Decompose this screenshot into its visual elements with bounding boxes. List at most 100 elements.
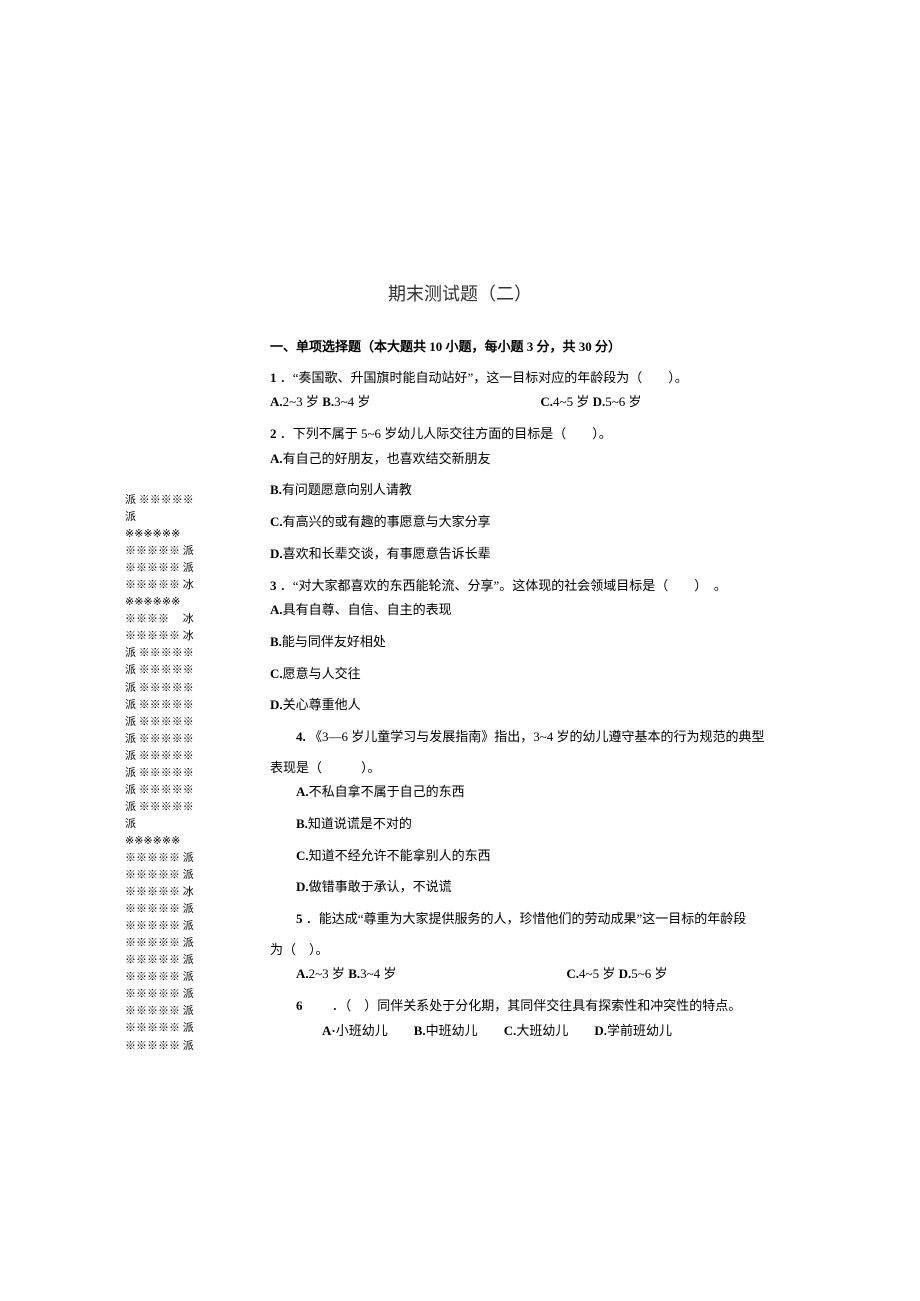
decorative-line: ※※※※※ 派	[125, 935, 235, 952]
option-line: B.有问题愿意向别人请教	[270, 478, 830, 503]
question-text: 6 ．（ ）同伴关系处于分化期，其同伴交往具有探索性和冲突性的特点。	[270, 994, 830, 1019]
decorative-line: 派 ※※※※※	[125, 680, 235, 697]
option-text: 有自己的好朋友，也喜欢结交新朋友	[283, 451, 491, 466]
option-label: D.	[619, 966, 632, 981]
decorative-line: 派	[125, 509, 235, 526]
decorative-line: ※※※※※※	[125, 594, 235, 611]
main-content: 一、单项选择题（本大题共 10 小题，每小题 3 分，共 30 分） 1 ．“奏…	[270, 335, 830, 1051]
option-text: 关心尊重他人	[283, 697, 361, 712]
option-label: A.	[270, 602, 283, 617]
decorative-line: ※※※※※ 派	[125, 918, 235, 935]
decorative-line: 派 ※※※※※	[125, 492, 235, 509]
question-text: 5 ．能达成“尊重为大家提供服务的人，珍惜他们的劳动成果”这一目标的年龄段	[270, 907, 830, 932]
question-number: 4.	[296, 729, 306, 744]
option-line: A.2~3 岁 B.3~4 岁C.4~5 岁 D.5~6 岁	[270, 962, 830, 987]
decorative-line: 派 ※※※※※	[125, 714, 235, 731]
option-line: A·小班幼儿 B.中班幼儿 C.大班幼儿 D.学前班幼儿	[270, 1019, 830, 1044]
option-line: A.2~3 岁 B.3~4 岁C.4~5 岁 D.5~6 岁	[270, 390, 830, 415]
question-block: 5 ．能达成“尊重为大家提供服务的人，珍惜他们的劳动成果”这一目标的年龄段	[270, 907, 830, 932]
decorative-line: ※※※※※ 派	[125, 850, 235, 867]
question-text-content: ．“对大家都喜欢的东西能轮流、分享”。这体现的社会领域目标是（ ） 。	[277, 578, 727, 593]
option-label: C.	[504, 1023, 517, 1038]
decorative-line: ※※※※※ 派	[125, 901, 235, 918]
question-block: 3 ．“对大家都喜欢的东西能轮流、分享”。这体现的社会领域目标是（ ） 。A.具…	[270, 574, 830, 718]
option-text: 3~4 岁	[334, 394, 370, 409]
option-text: 有高兴的或有趣的事愿意与大家分享	[283, 514, 491, 529]
decorative-line: ※※※※※ 派	[125, 543, 235, 560]
decorative-line: ※※※※※ 派	[125, 560, 235, 577]
section-heading: 一、单项选择题（本大题共 10 小题，每小题 3 分，共 30 分）	[270, 335, 830, 360]
question-continuation: 表现是（ ）。	[270, 756, 830, 781]
option-line: A.有自己的好朋友，也喜欢结交新朋友	[270, 447, 830, 472]
decorative-line: 派 ※※※※※	[125, 731, 235, 748]
option-label: A·	[322, 1023, 336, 1038]
decorative-line: ※※※※※ 派	[125, 969, 235, 986]
decorative-line: ※※※※※ 冰	[125, 884, 235, 901]
question-text: 1 ．“奏国歌、升国旗时能自动站好”，这一目标对应的年龄段为（ ）。	[270, 366, 830, 391]
decorative-line: 派 ※※※※※	[125, 799, 235, 816]
option-label: C.	[296, 848, 309, 863]
option-text: 知道不经允许不能拿别人的东西	[309, 848, 491, 863]
option-text: 喜欢和长辈交谈，有事愿意告诉长辈	[283, 546, 491, 561]
option-line: B.知道说谎是不对的	[270, 812, 830, 837]
questions-container: 1 ．“奏国歌、升国旗时能自动站好”，这一目标对应的年龄段为（ ）。A.2~3 …	[270, 366, 830, 1044]
decorative-line: 派 ※※※※※	[125, 662, 235, 679]
option-text: 能与同伴友好相处	[282, 634, 386, 649]
decorative-line: ※※※※※ 冰	[125, 577, 235, 594]
option-line: C.有高兴的或有趣的事愿意与大家分享	[270, 510, 830, 535]
decorative-line: 派	[125, 816, 235, 833]
option-label: A.	[296, 966, 309, 981]
question-number: 6	[296, 998, 329, 1013]
option-text: 中班幼儿	[426, 1023, 504, 1038]
decorative-line: ※※※※※ 派	[125, 952, 235, 969]
question-cont-wrap: 表现是（ ）。A.不私自拿不属于自己的东西 B.知道说谎是不对的 C.知道不经允许不…	[270, 756, 830, 900]
option-line: C.愿意与人交往	[270, 662, 830, 687]
option-label: B.	[348, 966, 360, 981]
decorative-line: ※※※※※ 派	[125, 1038, 235, 1055]
decorative-line: 派 ※※※※※	[125, 748, 235, 765]
option-text: 5~6 岁	[631, 966, 667, 981]
option-text: 2~3 岁	[283, 394, 323, 409]
decorative-margin: 派 ※※※※※派※※※※※※※※※※※ 派※※※※※ 派※※※※※ 冰※※※※※…	[125, 492, 235, 1055]
decorative-line: 派 ※※※※※	[125, 782, 235, 799]
option-label: C.	[540, 394, 553, 409]
option-label: B.	[322, 394, 334, 409]
option-label: D.	[296, 879, 309, 894]
decorative-line: ※※※※※ 派	[125, 1003, 235, 1020]
option-label: B.	[296, 816, 308, 831]
decorative-line: ※※※※※ 冰	[125, 628, 235, 645]
option-label: A.	[270, 451, 283, 466]
option-text: 大班幼儿	[516, 1023, 594, 1038]
option-text: 具有自尊、自信、自主的表现	[283, 602, 452, 617]
option-text: 2~3 岁	[309, 966, 349, 981]
option-text: 4~5 岁	[553, 394, 593, 409]
question-text-content: 《3—6 岁儿童学习与发展指南》指出，3~4 岁的幼儿遵守基本的行为规范的典型	[306, 729, 765, 744]
option-label: C.	[270, 514, 283, 529]
option-text: 愿意与人交往	[283, 666, 361, 681]
option-label: B.	[270, 634, 282, 649]
option-label: B.	[270, 482, 282, 497]
question-text-content: ．“奏国歌、升国旗时能自动站好”，这一目标对应的年龄段为（ ）。	[277, 370, 688, 385]
option-text: 做错事敢于承认，不说谎	[309, 879, 452, 894]
option-text: 不私自拿不属于自己的东西	[309, 784, 465, 799]
option-text: 3~4 岁	[360, 966, 396, 981]
decorative-line: ※※※※※※	[125, 526, 235, 543]
option-label: A.	[270, 394, 283, 409]
option-line: A.具有自尊、自信、自主的表现	[270, 598, 830, 623]
option-label: D.	[594, 1023, 607, 1038]
option-line: A.不私自拿不属于自己的东西	[270, 780, 830, 805]
question-cont-wrap: 为（ ）。A.2~3 岁 B.3~4 岁C.4~5 岁 D.5~6 岁	[270, 938, 830, 987]
option-line: B.能与同伴友好相处	[270, 630, 830, 655]
option-label: C.	[270, 666, 283, 681]
decorative-line: ※※※※※ 派	[125, 986, 235, 1003]
question-text-content: ．能达成“尊重为大家提供服务的人，珍惜他们的劳动成果”这一目标的年龄段	[303, 911, 747, 926]
option-text: 4~5 岁	[579, 966, 619, 981]
question-continuation: 为（ ）。	[270, 938, 830, 963]
page-title: 期末测试题（二）	[0, 280, 920, 306]
option-line: D.做错事敢于承认，不说谎	[270, 875, 830, 900]
question-text: 3 ．“对大家都喜欢的东西能轮流、分享”。这体现的社会领域目标是（ ） 。	[270, 574, 830, 599]
option-label: D.	[270, 697, 283, 712]
option-line: C.知道不经允许不能拿别人的东西	[270, 844, 830, 869]
question-block: 4. 《3—6 岁儿童学习与发展指南》指出，3~4 岁的幼儿遵守基本的行为规范的…	[270, 725, 830, 750]
question-block: 2 ．下列不属于 5~6 岁幼儿人际交往方面的目标是（ ）。A.有自己的好朋友，…	[270, 422, 830, 566]
